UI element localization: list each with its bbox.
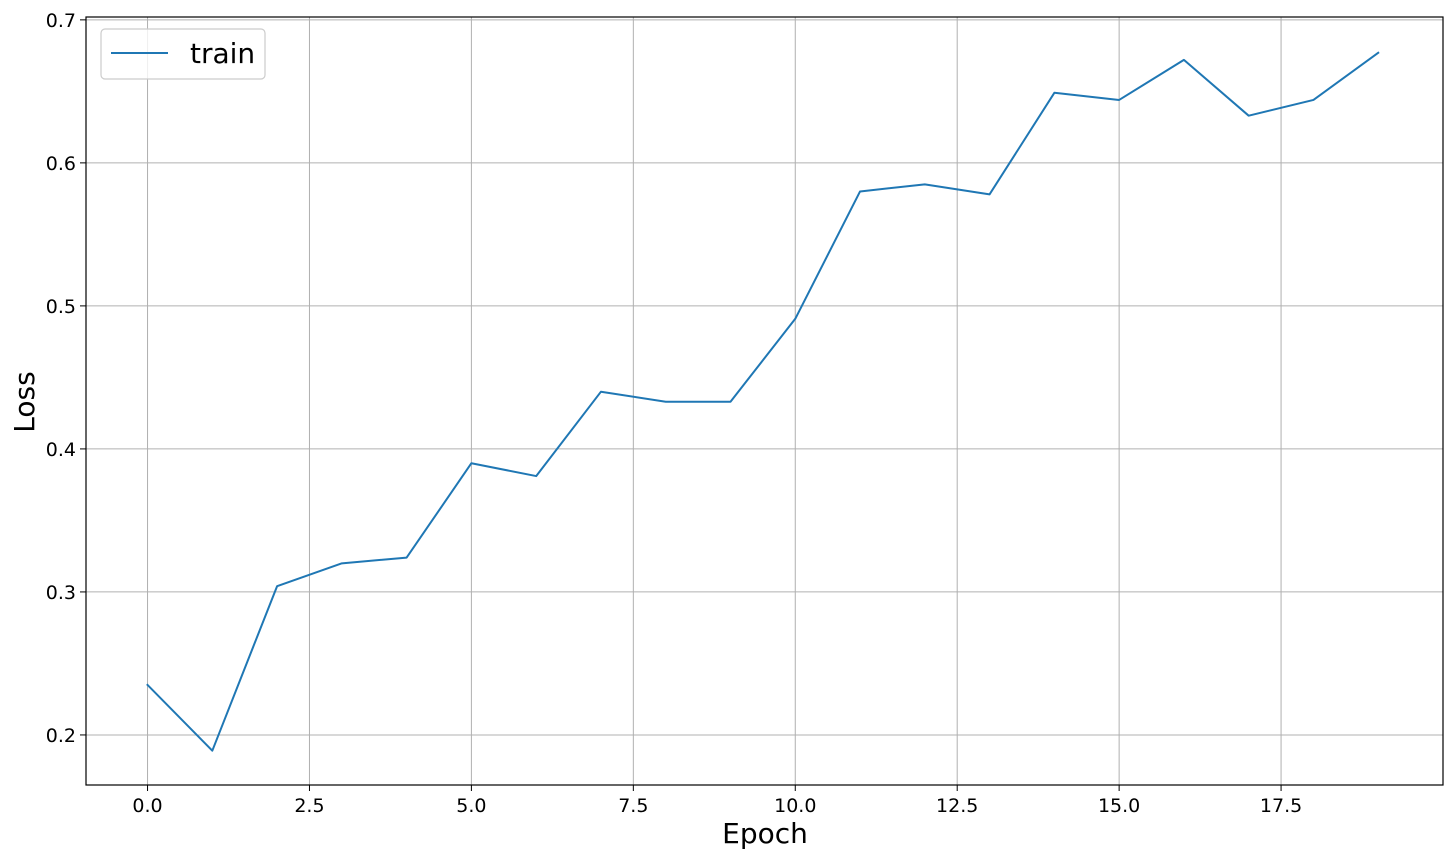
- x-tick-label: 2.5: [294, 795, 324, 817]
- x-tick-label: 10.0: [774, 795, 816, 817]
- legend: train: [100, 28, 266, 80]
- x-axis-label: Epoch: [722, 817, 808, 850]
- series-layer: [146, 51, 1380, 752]
- y-tick-label: 0.2: [46, 725, 76, 747]
- series-line-train: [146, 51, 1380, 752]
- legend-box: [100, 28, 266, 80]
- y-tick-label: 0.4: [46, 439, 76, 461]
- y-axis-label: Loss: [8, 371, 41, 432]
- x-tick-label: 0.0: [132, 795, 162, 817]
- y-tick-label: 0.3: [46, 582, 76, 604]
- x-tick-label: 12.5: [936, 795, 978, 817]
- x-axis: 0.0 2.5 5.0 7.5 10.0 12.5 15.0 17.5: [132, 785, 1302, 817]
- plot-frame: [85, 16, 1444, 786]
- y-tick-label: 0.7: [46, 10, 76, 32]
- x-tick-label: 5.0: [456, 795, 486, 817]
- x-tick-label: 15.0: [1098, 795, 1140, 817]
- x-tick-label: 7.5: [618, 795, 648, 817]
- y-tick-label: 0.6: [46, 153, 76, 175]
- legend-label-train: train: [190, 37, 255, 70]
- y-axis: 0.2 0.3 0.4 0.5 0.6 0.7: [46, 10, 86, 747]
- y-tick-label: 0.5: [46, 296, 76, 318]
- grid: [86, 17, 1443, 785]
- x-tick-label: 17.5: [1260, 795, 1302, 817]
